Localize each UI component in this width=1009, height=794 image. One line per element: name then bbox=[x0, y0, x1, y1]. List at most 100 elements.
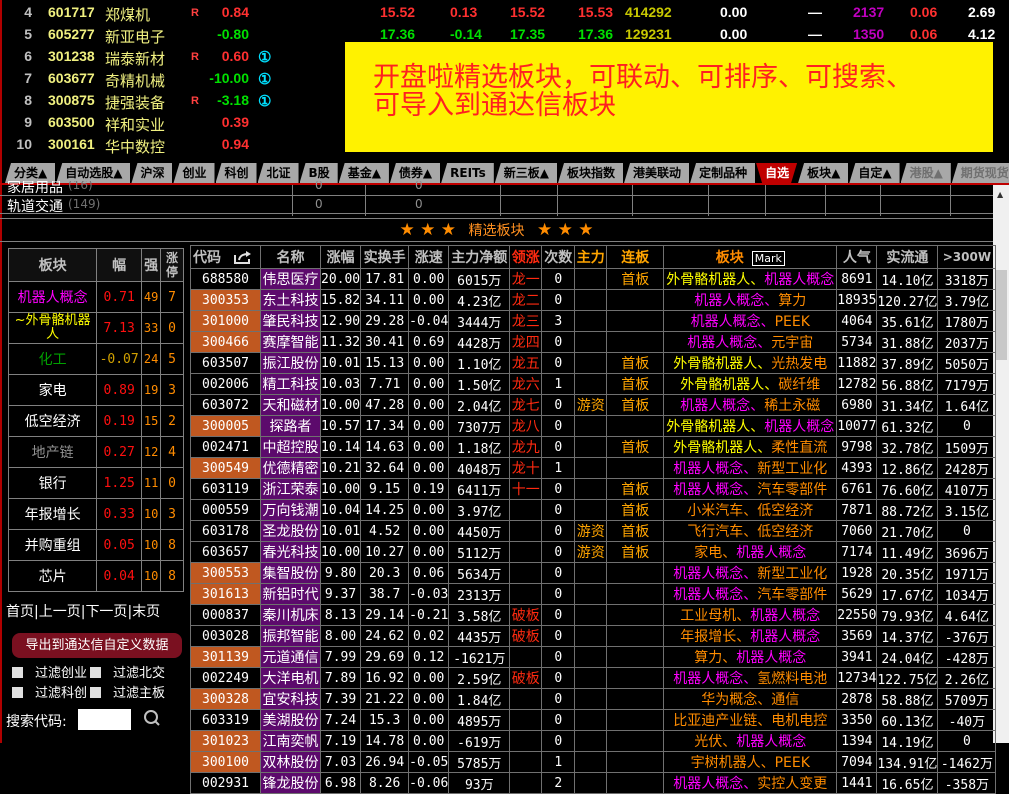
stock-row[interactable]: 688580 伟思医疗 20.00 17.81 0.00 6015万 龙一 0 首板 外骨骼机器人… bbox=[190, 268, 997, 290]
scroll-up-arrow-icon[interactable]: ▲ bbox=[997, 190, 1004, 199]
vertical-scrollbar[interactable]: ▲ bbox=[993, 185, 1009, 743]
header-count[interactable]: 次数 bbox=[541, 245, 576, 269]
tab-10[interactable]: 新三板▲ bbox=[494, 163, 558, 183]
export-share-icon[interactable] bbox=[233, 250, 253, 264]
filter-chinext-checkbox[interactable]: 过滤创业 bbox=[12, 662, 87, 681]
tab-17[interactable]: 港股▲ bbox=[900, 163, 951, 183]
stock-row[interactable]: 301613 新铝时代 9.37 38.7 -0.03 2313万 0 机器人概念、汽车零部件… bbox=[190, 583, 997, 605]
stock-row[interactable]: 301000 肇民科技 12.90 29.28 -0.04 3444万 龙三 3 机器人概念、P… bbox=[190, 310, 997, 332]
last-page-link[interactable]: 末页 bbox=[132, 604, 161, 620]
tab-1[interactable]: 自动选股▲ bbox=[56, 163, 131, 183]
header-pct[interactable]: 涨幅 bbox=[319, 245, 362, 269]
stock-row[interactable]: 603178 圣龙股份 10.01 4.52 0.00 4450万 0 游资 首板 飞行汽车、低空… bbox=[190, 520, 997, 542]
first-page-link[interactable]: 首页 bbox=[6, 604, 34, 620]
header-consecutive-board[interactable]: 连板 bbox=[606, 245, 665, 269]
sector-rank-row[interactable]: 并购重组 0.05 10 8 bbox=[7, 529, 184, 561]
watchlist-row[interactable]: 7 603677 奇精机械 -10.00 ① bbox=[0, 67, 1000, 90]
header-speed[interactable]: 涨速 bbox=[408, 245, 450, 269]
mark-button[interactable]: Mark bbox=[751, 251, 785, 266]
tab-5[interactable]: 北证 bbox=[257, 163, 299, 183]
tab-12[interactable]: 港美联动 bbox=[624, 163, 690, 183]
tab-7[interactable]: 基金▲ bbox=[338, 163, 389, 183]
stock-row[interactable]: 603119 浙江荣泰 10.00 9.15 0.19 6411万 十一 0 首板 机器人概念、汽… bbox=[190, 478, 997, 500]
stock-row[interactable]: 300353 东土科技 15.82 34.11 0.00 4.23亿 龙二 0 机器人概念、算力… bbox=[190, 289, 997, 311]
tab-2[interactable]: 沪深 bbox=[131, 163, 173, 183]
stock-row[interactable]: 002931 锋龙股份 6.98 8.26 -0.06 93万 2 机器人概念、实控人变更 14… bbox=[190, 772, 997, 794]
stock-row[interactable]: 002471 中超控股 10.14 14.63 0.00 1.18亿 龙九 0 首板 外骨骼机器人… bbox=[190, 436, 997, 458]
stock-row[interactable]: 000559 万向钱潮 10.04 14.25 0.00 3.97亿 0 首板 小米汽车、低空经… bbox=[190, 499, 997, 521]
tab-9[interactable]: REITs bbox=[441, 163, 494, 183]
search-icon[interactable] bbox=[143, 709, 161, 727]
stock-row[interactable]: 000837 秦川机床 8.13 29.14 -0.21 3.58亿 破板 0 工业母机、机器人… bbox=[190, 604, 997, 626]
stock-row[interactable]: 300100 双林股份 7.03 26.94 -0.05 5785万 1 宇树机器人、PEEK… bbox=[190, 751, 997, 773]
header-main-force[interactable]: 主力 bbox=[574, 245, 608, 269]
sector-rank-row[interactable]: ~外骨骼机器人 7.13 33 0 bbox=[7, 312, 184, 344]
tab-8[interactable]: 债券▲ bbox=[389, 163, 441, 183]
sector-list-row[interactable]: 轨道交通 (149) 0 0 bbox=[0, 197, 993, 214]
tab-13[interactable]: 定制品种 bbox=[690, 163, 756, 183]
stock-row[interactable]: 300005 探路者 10.57 17.34 0.00 7307万 龙八 0 外骨骼机器人、机器… bbox=[190, 415, 997, 437]
header-float[interactable]: 实流通 bbox=[876, 245, 939, 269]
tab-6[interactable]: B股 bbox=[299, 163, 338, 183]
stock-row[interactable]: 002006 精工科技 10.03 7.71 0.00 1.50亿 龙六 1 首板 外骨骼机器人、… bbox=[190, 373, 997, 395]
sector-rank-row[interactable]: 化工 -0.07 24 5 bbox=[7, 343, 184, 375]
scrollbar-thumb[interactable] bbox=[995, 270, 1007, 360]
stock-row[interactable]: 603319 美湖股份 7.24 15.3 0.00 4895万 0 比亚迪产业链、电机电控 3… bbox=[190, 709, 997, 731]
sector-rank-row[interactable]: 年报增长 0.33 10 3 bbox=[7, 498, 184, 530]
tab-18[interactable]: 期货现货 bbox=[951, 163, 1009, 183]
header-pct[interactable]: 幅 bbox=[96, 248, 143, 282]
stock-row[interactable]: 301023 江南奕帆 7.19 14.78 0.00 -619万 0 光伏、机器人概念 139… bbox=[190, 730, 997, 752]
watchlist-row[interactable]: 8 300875 捷强装备 R -3.18 ① bbox=[0, 89, 1000, 112]
header-strength[interactable]: 强 bbox=[141, 248, 162, 282]
stock-row[interactable]: 300553 集智股份 9.80 20.3 0.06 5634万 0 机器人概念、新型工业化 1… bbox=[190, 562, 997, 584]
sector-rank-row[interactable]: 家电 0.89 19 3 bbox=[7, 374, 184, 406]
sector-rank-row[interactable]: 低空经济 0.19 15 2 bbox=[7, 405, 184, 437]
watchlist-row[interactable]: 4 601717 郑煤机 R 0.84 15.52 0.13 15.52 15.53 414292… bbox=[0, 1, 1000, 24]
filter-star-checkbox[interactable]: 过滤科创 bbox=[12, 682, 87, 701]
watchlist-row[interactable]: 6 301238 瑞泰新材 R 0.60 ① bbox=[0, 45, 1000, 68]
header-net-inflow[interactable]: 主力净额 bbox=[448, 245, 511, 269]
header-lead[interactable]: 领涨 bbox=[509, 245, 543, 269]
stock-row[interactable]: 603507 振江股份 10.01 15.13 0.00 1.10亿 龙五 0 首板 外骨骼机器人… bbox=[190, 352, 997, 374]
checkbox-icon[interactable] bbox=[12, 687, 23, 698]
tab-3[interactable]: 创业 bbox=[173, 163, 215, 183]
export-to-tdx-button[interactable]: 导出到通达信自定义数据 bbox=[12, 633, 182, 658]
header-code[interactable]: 代码 bbox=[190, 245, 261, 269]
tab-14[interactable]: 自选 bbox=[756, 163, 797, 183]
header-over-300w[interactable]: >300W bbox=[937, 245, 997, 269]
stock-row[interactable]: 002249 大洋电机 7.89 16.92 0.00 2.59亿 破板 0 机器人概念、氢燃料… bbox=[190, 667, 997, 689]
watchlist-row[interactable]: 9 603500 祥和实业 0.39 bbox=[0, 111, 1000, 134]
tab-4[interactable]: 科创 bbox=[215, 163, 257, 183]
watchlist-row[interactable]: 5 605277 新亚电子 -0.80 17.36 -0.14 17.35 17.36 1292… bbox=[0, 23, 1000, 46]
tab-0[interactable]: 分类▲ bbox=[5, 163, 56, 183]
checkbox-icon[interactable] bbox=[90, 667, 101, 678]
checkbox-icon[interactable] bbox=[90, 687, 101, 698]
checkbox-icon[interactable] bbox=[12, 667, 23, 678]
next-page-link[interactable]: 下一页 bbox=[85, 604, 128, 620]
sector-rank-row[interactable]: 机器人概念 0.71 49 7 bbox=[7, 281, 184, 313]
stock-row[interactable]: 300549 优德精密 10.21 32.64 0.00 4048万 龙十 1 机器人概念、新型… bbox=[190, 457, 997, 479]
stock-row[interactable]: 300328 宜安科技 7.39 21.22 0.00 1.84亿 0 华为概念、通信 2878… bbox=[190, 688, 997, 710]
header-turnover[interactable]: 实换手 bbox=[360, 245, 410, 269]
tab-16[interactable]: 自定▲ bbox=[849, 163, 900, 183]
tab-15[interactable]: 板块▲ bbox=[798, 163, 849, 183]
stock-row[interactable]: 603657 春光科技 10.00 10.27 0.00 5112万 0 游资 首板 家电、机器人… bbox=[190, 541, 997, 563]
header-limit-up[interactable]: 涨停 bbox=[160, 248, 184, 282]
prev-page-link[interactable]: 上一页 bbox=[38, 604, 81, 620]
stock-row[interactable]: 003028 振邦智能 8.00 24.62 0.02 4435万 破板 0 年报增长、机器人概… bbox=[190, 625, 997, 647]
sector-rank-row[interactable]: 银行 1.25 11 0 bbox=[7, 467, 184, 499]
stock-row[interactable]: 603072 天和磁材 10.00 47.28 0.00 2.04亿 龙七 0 游资 首板 机器人概… bbox=[190, 394, 997, 416]
stock-row[interactable]: 301139 元道通信 7.99 29.69 0.12 -1621万 0 算力、机器人概念 39… bbox=[190, 646, 997, 668]
sector-list-row[interactable]: 家居用品 (16) 0 0 bbox=[0, 181, 993, 196]
tab-11[interactable]: 板块指数 bbox=[558, 163, 624, 183]
filter-bse-checkbox[interactable]: 过滤北交 bbox=[90, 662, 165, 681]
sector-rank-row[interactable]: 地产链 0.27 12 4 bbox=[7, 436, 184, 468]
header-sector[interactable]: 板块 Mark bbox=[663, 245, 838, 269]
stock-row[interactable]: 300466 赛摩智能 11.32 30.41 0.69 4428万 龙四 0 机器人概念、元宇… bbox=[190, 331, 997, 353]
filter-main-board-checkbox[interactable]: 过滤主板 bbox=[90, 682, 165, 701]
sector-rank-row[interactable]: 芯片 0.04 10 8 bbox=[7, 560, 184, 592]
search-code-input[interactable] bbox=[78, 709, 131, 730]
header-name[interactable]: 名称 bbox=[260, 245, 321, 269]
header-sector[interactable]: 板块 bbox=[7, 248, 98, 282]
watchlist-row[interactable]: 10 300161 华中数控 0.94 bbox=[0, 133, 1000, 156]
